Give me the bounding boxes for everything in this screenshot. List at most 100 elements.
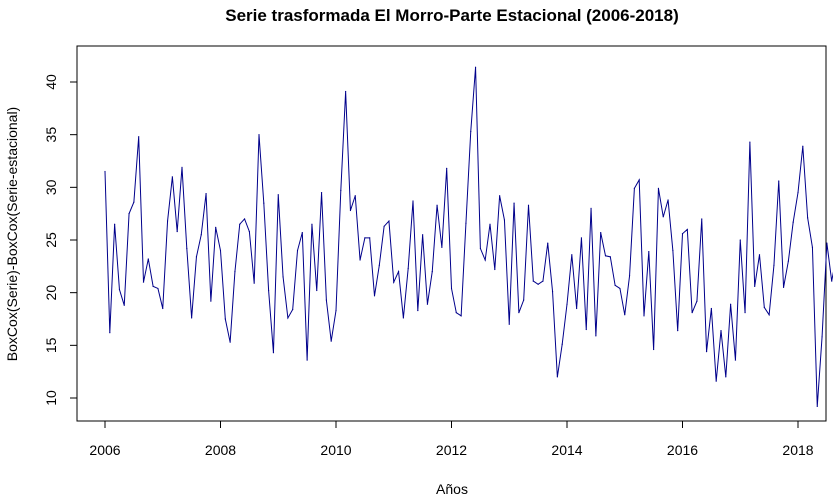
- data-point: [600, 232, 602, 234]
- data-point: [253, 282, 255, 284]
- data-point: [677, 329, 679, 332]
- data-point: [239, 223, 241, 225]
- data-point: [436, 204, 438, 206]
- data-point: [349, 209, 352, 212]
- x-axis: 2006 2008 2010 2012 2014 2016 2018: [89, 420, 814, 458]
- data-point: [373, 295, 376, 297]
- data-point: [138, 136, 140, 138]
- data-point: [571, 254, 573, 256]
- data-point: [547, 242, 549, 244]
- data-points: [104, 66, 833, 408]
- data-point: [778, 180, 780, 182]
- data-point: [195, 256, 198, 258]
- data-point: [123, 304, 125, 306]
- data-point: [494, 268, 496, 271]
- data-point: [166, 220, 169, 222]
- data-point: [417, 309, 419, 312]
- y-tick-label: 25: [43, 232, 59, 248]
- data-point: [527, 204, 530, 206]
- data-point: [287, 317, 289, 319]
- data-point: [749, 141, 751, 143]
- y-axis-label: BoxCox(Serie)-BoxCox(Serie-estacional): [4, 107, 20, 361]
- data-point: [595, 335, 597, 337]
- data-point: [306, 359, 308, 361]
- y-tick-label: 20: [43, 285, 59, 301]
- data-point: [369, 237, 371, 239]
- data-point: [340, 189, 342, 192]
- data-point: [710, 307, 712, 310]
- data-point: [316, 289, 318, 292]
- data-point: [272, 352, 275, 354]
- data-point: [513, 202, 515, 204]
- data-point: [831, 280, 833, 282]
- data-point: [407, 267, 409, 270]
- data-point: [311, 223, 313, 225]
- data-point: [662, 216, 664, 218]
- plot-frame: [76, 45, 827, 422]
- data-point: [643, 315, 645, 317]
- data-point: [330, 340, 332, 342]
- data-point: [162, 307, 164, 310]
- data-point: [118, 288, 121, 291]
- data-point: [580, 237, 583, 239]
- data-point: [426, 303, 429, 305]
- data-point: [561, 343, 563, 345]
- data-point: [811, 246, 814, 248]
- data-point: [734, 359, 737, 361]
- data-point: [614, 284, 616, 286]
- data-point: [397, 271, 400, 273]
- data-point: [720, 329, 722, 332]
- x-tick-label: 2018: [782, 442, 813, 458]
- data-point: [604, 255, 607, 257]
- data-point: [181, 166, 183, 168]
- data-point: [359, 259, 361, 261]
- x-tick-label: 2008: [205, 442, 236, 458]
- data-point: [176, 230, 178, 233]
- data-point: [402, 317, 404, 319]
- data-point: [268, 289, 270, 292]
- data-point: [388, 220, 390, 222]
- data-point: [532, 280, 534, 282]
- x-axis-label: Años: [436, 481, 468, 497]
- data-point: [200, 234, 202, 236]
- data-point: [465, 222, 467, 224]
- x-tick-label: 2006: [89, 442, 120, 458]
- data-point: [431, 271, 433, 273]
- data-point: [551, 291, 554, 293]
- data-point: [104, 170, 106, 173]
- chart-title: Serie trasformada El Morro-Parte Estacio…: [225, 6, 679, 25]
- data-point: [609, 256, 611, 258]
- data-point: [215, 226, 217, 228]
- data-point: [128, 213, 130, 215]
- y-tick-label: 35: [43, 127, 59, 143]
- x-tick-label: 2016: [667, 442, 698, 458]
- data-point: [489, 223, 491, 225]
- data-point: [292, 308, 294, 311]
- data-point: [826, 242, 828, 244]
- data-point: [715, 380, 717, 382]
- data-point: [258, 134, 260, 136]
- data-point: [142, 281, 145, 283]
- data-point: [383, 225, 385, 227]
- data-point: [133, 201, 135, 203]
- data-point: [479, 247, 481, 250]
- data-point: [441, 246, 443, 248]
- data-point: [412, 200, 414, 202]
- data-point: [229, 341, 231, 343]
- data-point: [638, 179, 640, 181]
- data-point: [248, 230, 250, 233]
- data-point: [378, 264, 380, 266]
- data-point: [345, 90, 347, 93]
- data-point: [628, 275, 631, 277]
- data-point: [474, 66, 477, 68]
- data-point: [556, 376, 558, 378]
- data-point: [446, 167, 448, 169]
- data-point: [450, 287, 453, 290]
- data-point: [816, 405, 818, 408]
- data-point: [754, 285, 756, 287]
- data-point: [210, 300, 212, 302]
- data-point: [787, 260, 789, 262]
- data-point: [518, 312, 520, 314]
- data-point: [354, 195, 356, 197]
- data-point: [542, 280, 544, 282]
